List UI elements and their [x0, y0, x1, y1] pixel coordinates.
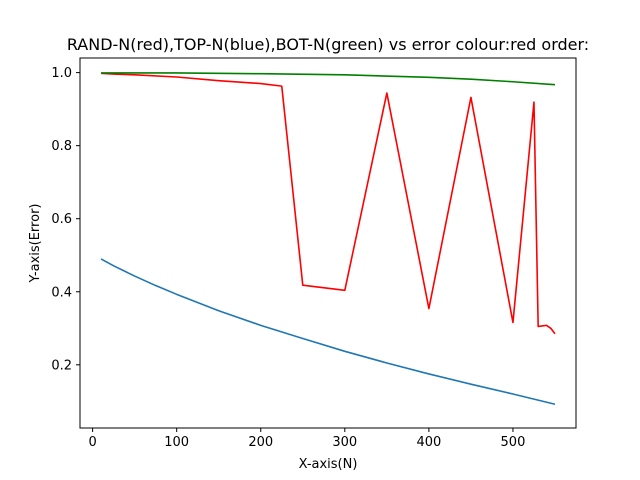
y-tick-label: 0.4	[51, 285, 72, 300]
x-tick-label: 500	[501, 435, 526, 450]
y-axis-label: Y-axis(Error)	[28, 204, 43, 284]
x-axis-ticks: 0 100 200 300 400 500	[88, 428, 525, 450]
plot-frame	[79, 57, 577, 429]
series-line-2	[101, 72, 556, 86]
y-axis-ticks: 0.2 0.4 0.6 0.8 1.0	[51, 66, 80, 373]
chart-title: RAND-N(red),TOP-N(blue),BOT-N(green) vs …	[67, 35, 589, 54]
y-tick-label: 1.0	[51, 66, 72, 81]
x-tick-label: 400	[416, 435, 441, 450]
x-tick-label: 300	[332, 435, 357, 450]
y-tick-label: 0.2	[51, 358, 72, 373]
x-tick-label: 200	[248, 435, 273, 450]
x-axis-label: X-axis(N)	[299, 457, 358, 472]
series-line-1	[100, 72, 556, 335]
y-tick-label: 0.8	[51, 139, 72, 154]
x-tick-label: 0	[88, 435, 96, 450]
series-line-0	[100, 258, 556, 406]
y-tick-label: 0.6	[51, 212, 72, 227]
plot-lines	[100, 72, 556, 406]
x-tick-label: 100	[164, 435, 189, 450]
